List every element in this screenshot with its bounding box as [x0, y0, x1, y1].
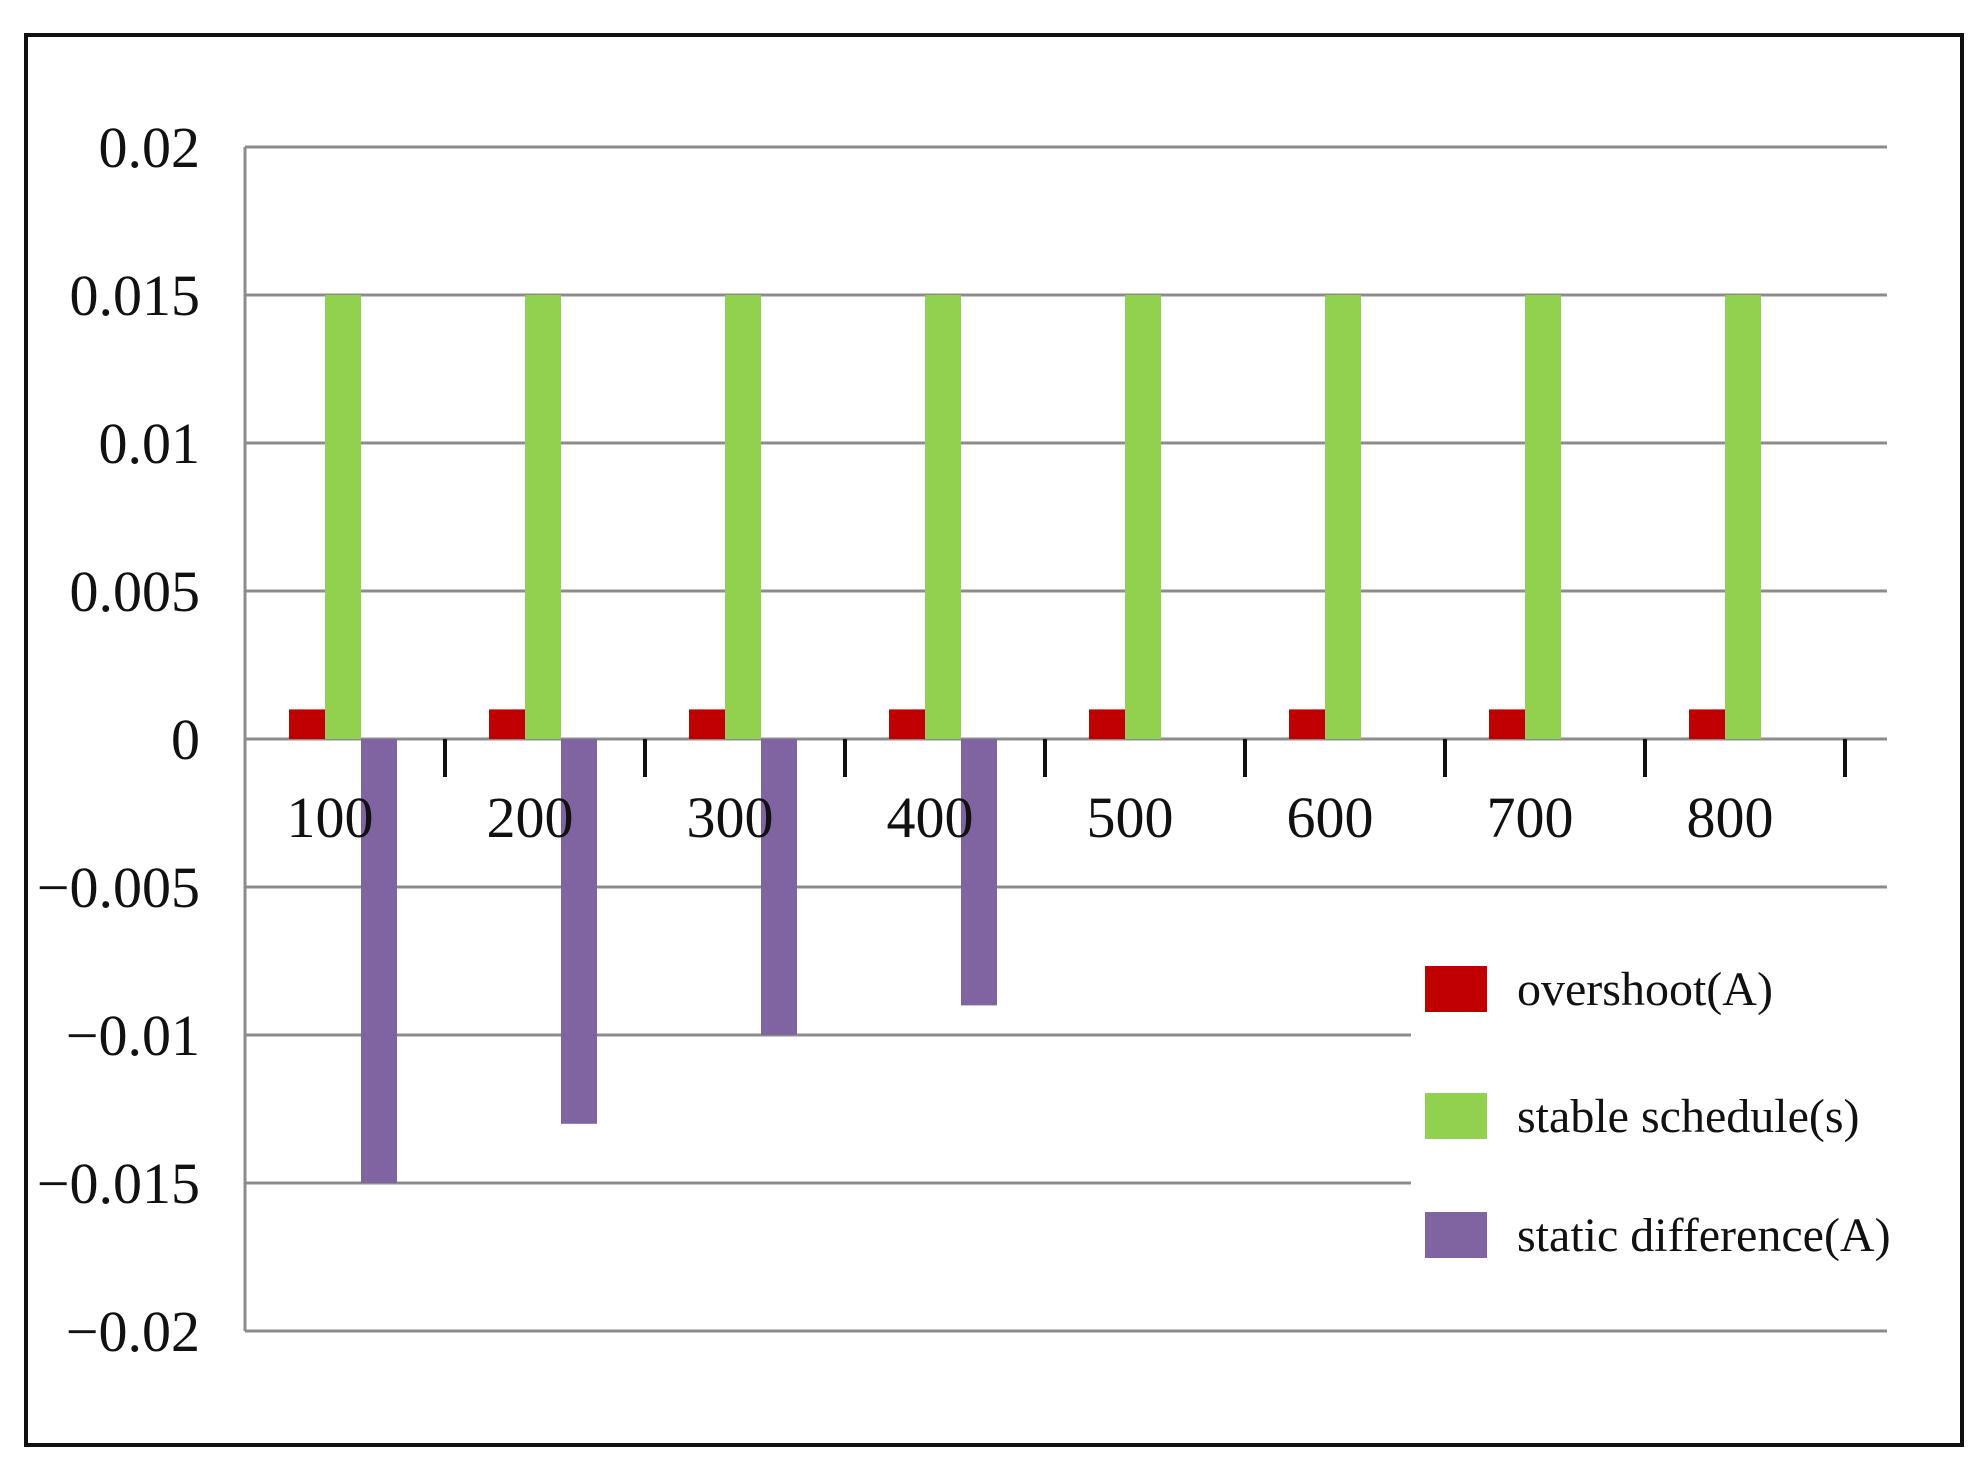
- bar: [1689, 709, 1725, 739]
- x-tick-label: 500: [1087, 785, 1174, 850]
- x-tick-label: 200: [487, 785, 574, 850]
- y-tick-label: 0.02: [99, 115, 201, 180]
- bar: [561, 739, 597, 1124]
- tick-labels: 0.02 0.015 0.01 0.005 0 −0.005 −0.01 −0.015 −0.0…: [37, 115, 1774, 1364]
- bar: [925, 295, 961, 739]
- legend-swatch: [1425, 1212, 1487, 1258]
- bar: [1525, 295, 1561, 739]
- x-tick-label: 100: [287, 785, 374, 850]
- y-tick-label: 0.01: [99, 411, 201, 476]
- x-tick-label: 700: [1487, 785, 1574, 850]
- bar: [525, 295, 561, 739]
- x-tick-label: 800: [1687, 785, 1774, 850]
- legend-label: overshoot(A): [1517, 963, 1773, 1016]
- x-tick-label: 400: [887, 785, 974, 850]
- bar: [961, 739, 997, 1006]
- y-tick-label: −0.005: [37, 855, 200, 920]
- y-tick-label: −0.02: [66, 1299, 200, 1364]
- bar: [1725, 295, 1761, 739]
- legend: overshoot(A) stable schedule(s) static dif…: [1425, 963, 1891, 1262]
- bar: [761, 739, 797, 1035]
- bar: [325, 295, 361, 739]
- bar: [725, 295, 761, 739]
- y-tick-label: 0.005: [70, 559, 201, 624]
- y-tick-label: −0.015: [37, 1151, 200, 1216]
- bar: [489, 709, 525, 739]
- x-tick-label: 300: [687, 785, 774, 850]
- bar: [1289, 709, 1325, 739]
- bar: [1125, 295, 1161, 739]
- legend-swatch: [1425, 966, 1487, 1012]
- y-tick-label: 0.015: [70, 263, 201, 328]
- bars: [289, 295, 1761, 1183]
- legend-swatch: [1425, 1093, 1487, 1139]
- x-tick-label: 600: [1287, 785, 1374, 850]
- bar: [1325, 295, 1361, 739]
- y-tick-label: 0: [171, 707, 200, 772]
- bar: [889, 709, 925, 739]
- grid: [245, 145, 1887, 1333]
- bar: [361, 739, 397, 1183]
- bar: [689, 709, 725, 739]
- legend-label: static difference(A): [1517, 1209, 1891, 1262]
- bar: [1489, 709, 1525, 739]
- bar: [289, 709, 325, 739]
- bar: [1089, 709, 1125, 739]
- legend-label: stable schedule(s): [1517, 1090, 1860, 1143]
- y-tick-label: −0.01: [66, 1003, 200, 1068]
